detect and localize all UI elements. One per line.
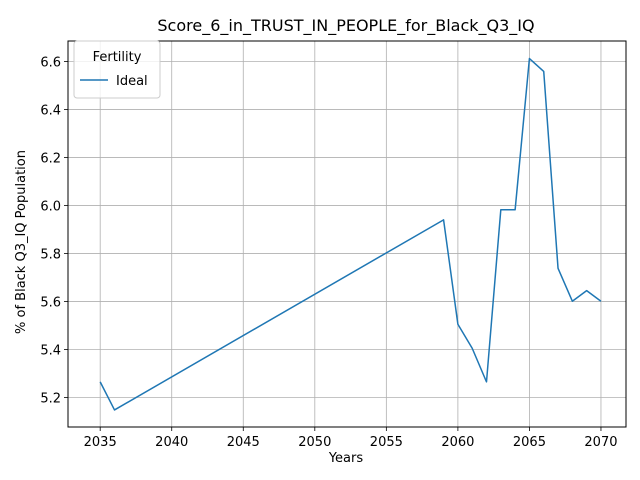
x-axis-label: Years bbox=[328, 451, 364, 466]
legend-title: Fertility bbox=[93, 50, 142, 65]
legend-box bbox=[73, 40, 161, 99]
y-axis-ticks: 5.2 5.4 5.6 5.8 6.0 6.2 6.4 6.6 bbox=[40, 55, 68, 406]
x-tick-label: 2055 bbox=[370, 435, 403, 450]
x-axis-ticks: 2035 2040 2045 2050 2055 2060 2065 2070 bbox=[84, 427, 618, 450]
legend: Fertility Ideal bbox=[73, 40, 161, 99]
y-tick-label: 6.0 bbox=[40, 199, 61, 214]
x-tick-label: 2070 bbox=[584, 435, 617, 450]
y-tick-label: 5.8 bbox=[40, 247, 61, 262]
x-tick-label: 2045 bbox=[227, 435, 260, 450]
x-tick-label: 2040 bbox=[155, 435, 188, 450]
series-line-ideal bbox=[99, 57, 602, 411]
y-tick-label: 5.2 bbox=[40, 391, 61, 406]
y-tick-label: 5.6 bbox=[40, 295, 61, 310]
grid bbox=[68, 41, 626, 427]
series-group bbox=[99, 57, 602, 411]
y-axis-label: % of Black Q3_IQ Population bbox=[14, 150, 29, 334]
chart-title: Score_6_in_TRUST_IN_PEOPLE_for_Black_Q3_… bbox=[157, 16, 534, 36]
y-tick-label: 6.4 bbox=[40, 103, 61, 118]
y-tick-label: 5.4 bbox=[40, 343, 61, 358]
y-tick-label: 6.6 bbox=[40, 55, 61, 70]
x-tick-label: 2065 bbox=[513, 435, 546, 450]
plot-frame bbox=[67, 40, 627, 428]
x-tick-label: 2035 bbox=[84, 435, 117, 450]
legend-label-ideal: Ideal bbox=[116, 74, 148, 89]
x-tick-label: 2050 bbox=[298, 435, 331, 450]
x-tick-label: 2060 bbox=[441, 435, 474, 450]
y-tick-label: 6.2 bbox=[40, 151, 61, 166]
